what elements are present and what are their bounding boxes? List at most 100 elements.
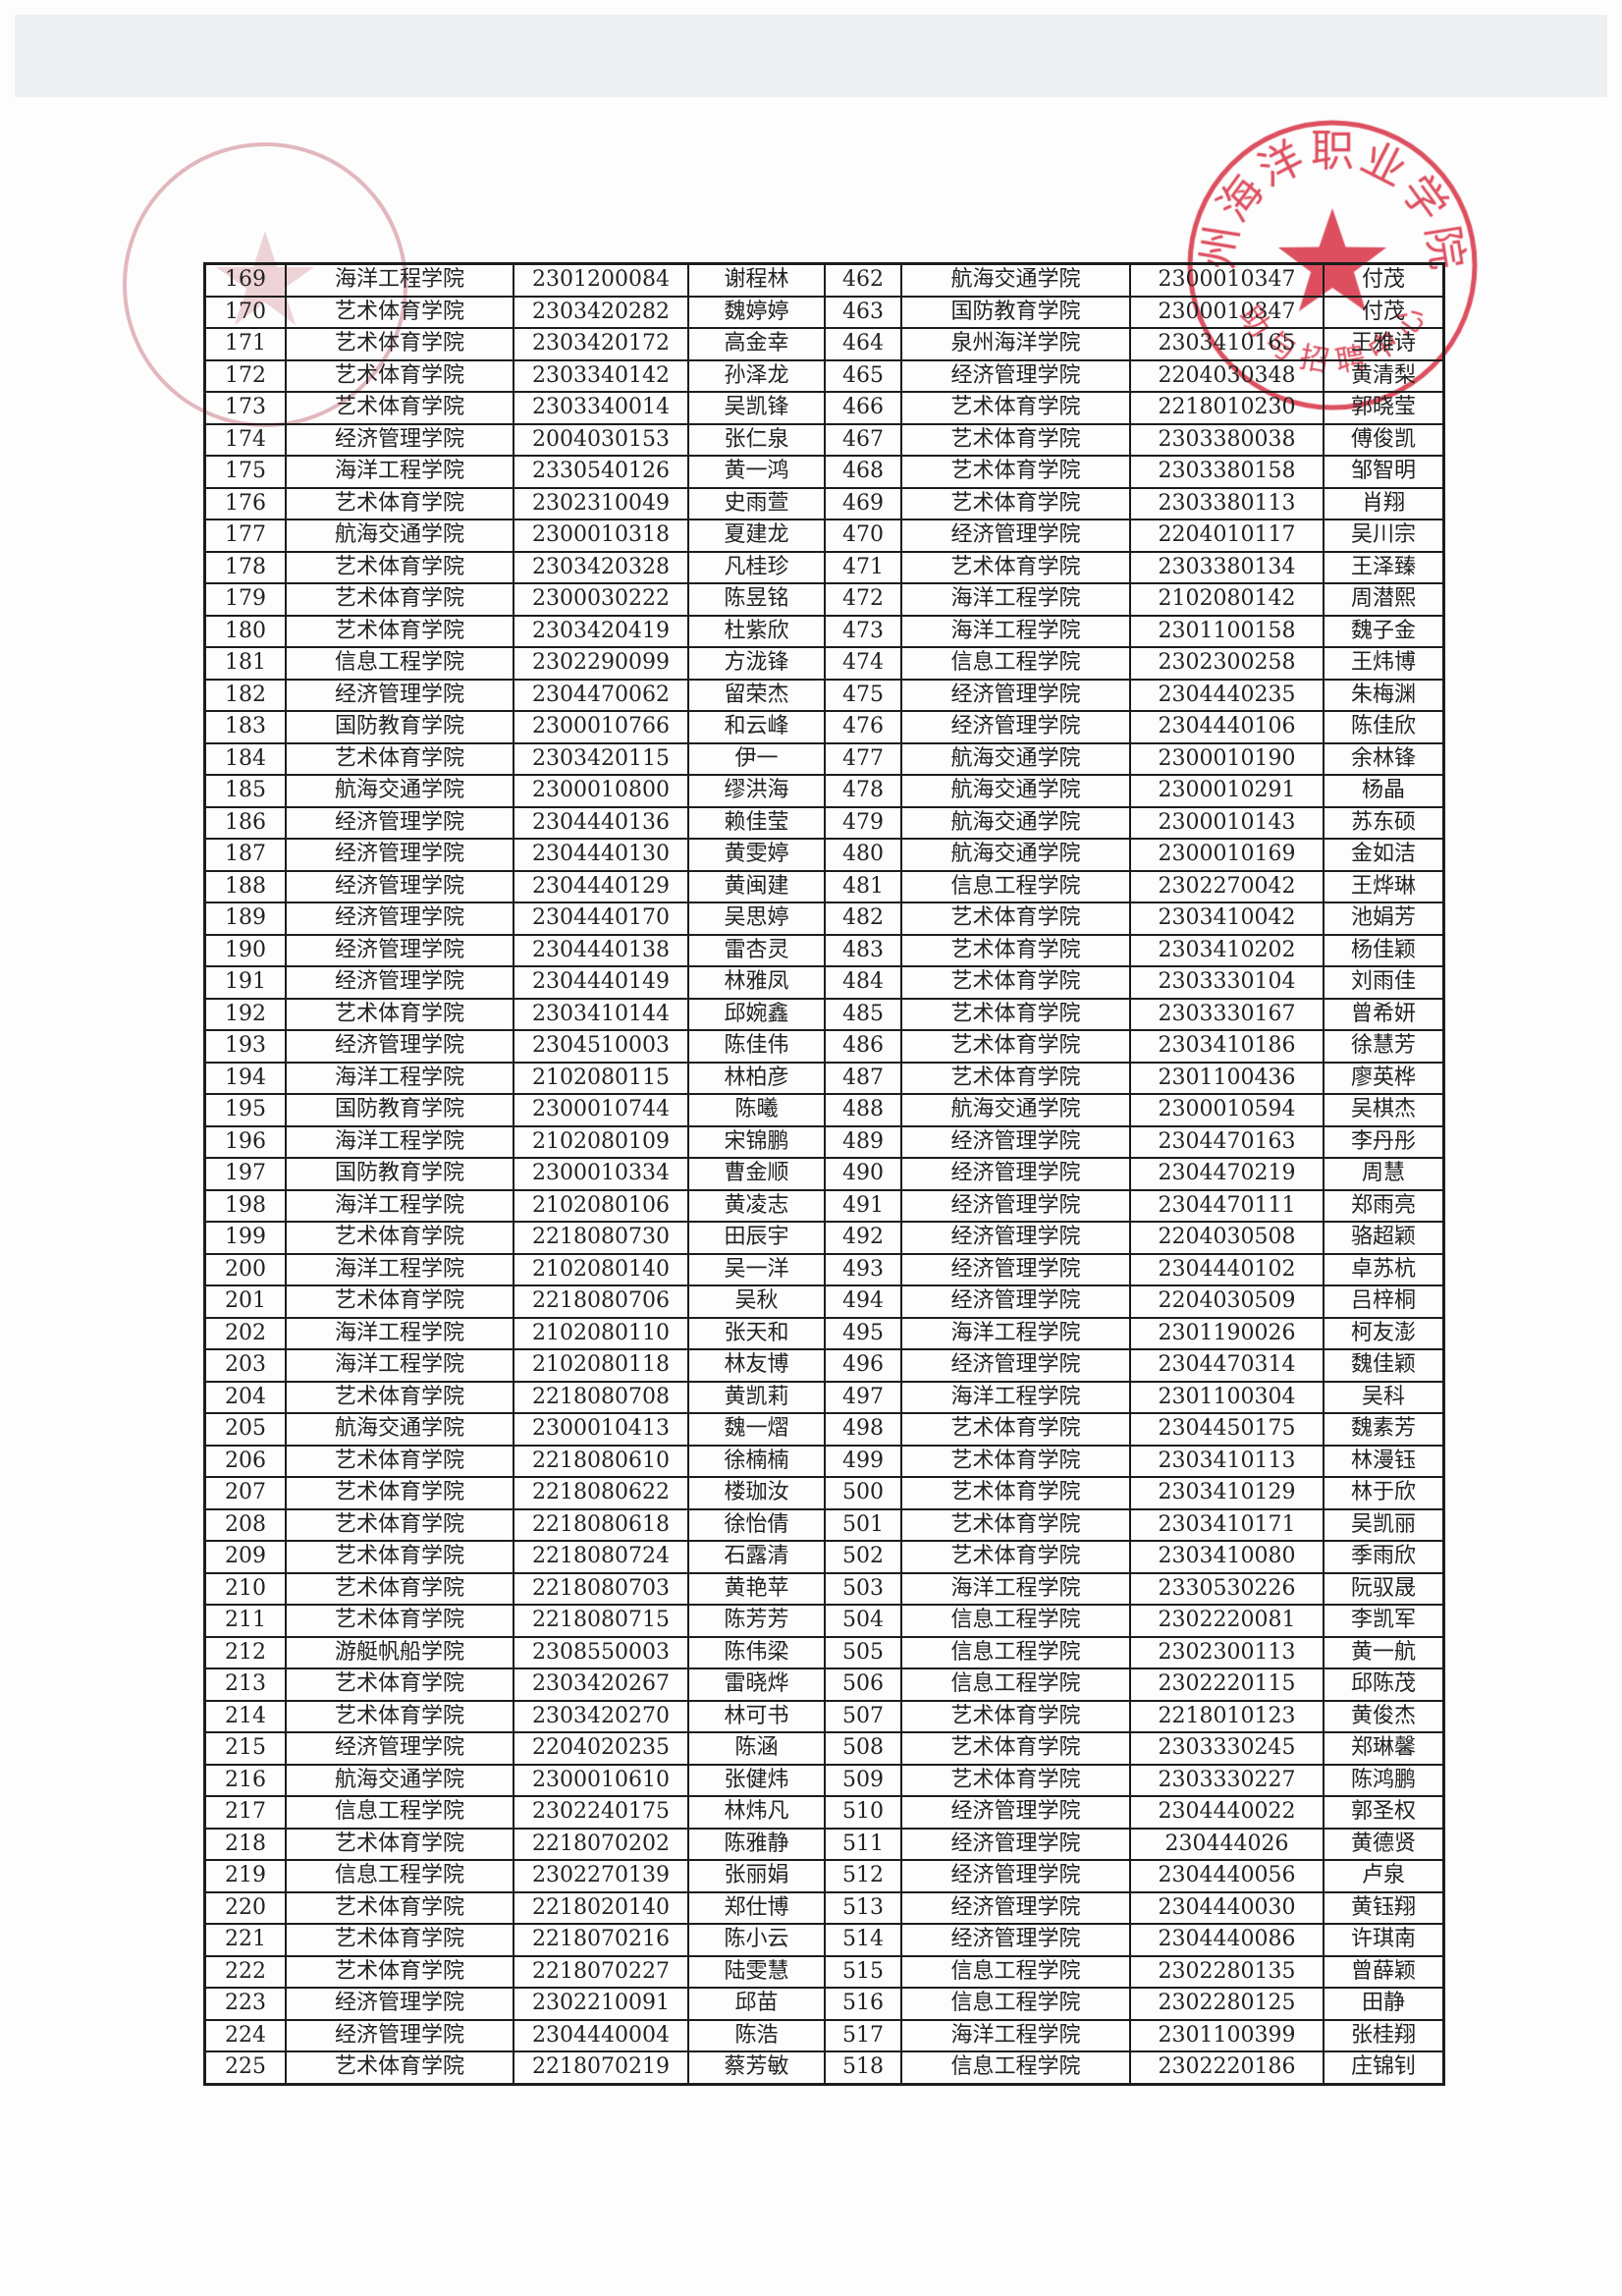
- table-row: 199 艺术体育学院 2218080730 田辰宇 492 经济管理学院 220403050…: [203, 1221, 1445, 1255]
- college-cell: 经济管理学院: [900, 519, 1131, 553]
- college-cell: 航海交通学院: [900, 805, 1131, 840]
- row-number-cell: 469: [824, 486, 902, 520]
- college-cell: 艺术体育学院: [285, 1507, 514, 1542]
- student-id-cell: 2301200084: [513, 262, 689, 298]
- student-id-cell: 2330530226: [1129, 1571, 1325, 1606]
- student-id-cell: 2303420419: [513, 614, 689, 648]
- row-number-cell: 173: [203, 391, 287, 425]
- student-name-cell: 凡桂珍: [687, 550, 826, 584]
- student-id-cell: 2304440030: [1129, 1890, 1325, 1925]
- table-row: 188 经济管理学院 2304440129 黄闽建 481 信息工程学院 230227004…: [203, 869, 1445, 903]
- student-name-cell: 卢泉: [1323, 1859, 1445, 1893]
- row-number-cell: 203: [203, 1348, 287, 1383]
- student-name-cell: 柯友澎: [1323, 1316, 1445, 1350]
- table-row: 218 艺术体育学院 2218070202 陈雅静 511 经济管理学院 230444026…: [203, 1827, 1445, 1861]
- row-number-cell: 517: [824, 2018, 902, 2052]
- student-id-cell: 2218080724: [513, 1540, 689, 1574]
- student-name-cell: 周慧: [1323, 1157, 1445, 1191]
- row-number-cell: 186: [203, 805, 287, 840]
- student-id-cell: 2303330227: [1129, 1763, 1325, 1797]
- row-number-cell: 213: [203, 1667, 287, 1702]
- row-number-cell: 178: [203, 550, 287, 584]
- college-cell: 经济管理学院: [900, 1252, 1131, 1286]
- table-row: 185 航海交通学院 2300010800 缪洪海 478 航海交通学院 230001029…: [203, 774, 1445, 808]
- college-cell: 经济管理学院: [285, 2018, 514, 2052]
- row-number-cell: 223: [203, 1987, 287, 2021]
- student-id-cell: 2302240175: [513, 1795, 689, 1830]
- college-cell: 艺术体育学院: [285, 1699, 514, 1733]
- college-cell: 经济管理学院: [900, 1188, 1131, 1223]
- table-row: 192 艺术体育学院 2303410144 邱婉鑫 485 艺术体育学院 230333016…: [203, 997, 1445, 1031]
- student-name-cell: 杨晶: [1323, 774, 1445, 808]
- row-number-cell: 183: [203, 710, 287, 744]
- row-number-cell: 484: [824, 965, 902, 1000]
- student-id-cell: 2304440138: [513, 933, 689, 967]
- student-id-cell: 2302300113: [1129, 1635, 1325, 1669]
- student-id-cell: 2218080622: [513, 1476, 689, 1510]
- college-cell: 艺术体育学院: [900, 486, 1131, 520]
- student-id-cell: 2303340014: [513, 391, 689, 425]
- table-row: 169 海洋工程学院 2301200084 谢程林 462 航海交通学院 230001034…: [203, 262, 1445, 298]
- student-id-cell: 2303380113: [1129, 486, 1325, 520]
- row-number-cell: 199: [203, 1221, 287, 1255]
- college-cell: 艺术体育学院: [900, 1763, 1131, 1797]
- college-cell: 信息工程学院: [900, 2050, 1131, 2085]
- college-cell: 艺术体育学院: [285, 1667, 514, 1702]
- row-number-cell: 208: [203, 1507, 287, 1542]
- row-number-cell: 477: [824, 741, 902, 776]
- student-name-cell: 谢程林: [687, 262, 826, 298]
- student-id-cell: 2300010190: [1129, 741, 1325, 776]
- student-id-cell: 2304470163: [1129, 1124, 1325, 1159]
- college-cell: 艺术体育学院: [900, 1029, 1131, 1064]
- student-id-cell: 2303410113: [1129, 1444, 1325, 1478]
- student-name-cell: 林柏彦: [687, 1061, 826, 1095]
- college-cell: 经济管理学院: [285, 933, 514, 967]
- student-id-cell: 2302280135: [1129, 1954, 1325, 1989]
- row-number-cell: 479: [824, 805, 902, 840]
- row-number-cell: 489: [824, 1124, 902, 1159]
- student-id-cell: 2304440235: [1129, 678, 1325, 712]
- student-name-cell: 黄凯莉: [687, 1380, 826, 1414]
- row-number-cell: 496: [824, 1348, 902, 1383]
- college-cell: 海洋工程学院: [285, 1188, 514, 1223]
- student-name-cell: 林友博: [687, 1348, 826, 1383]
- student-id-cell: 2218070219: [513, 2050, 689, 2085]
- college-cell: 艺术体育学院: [900, 1540, 1131, 1574]
- student-id-cell: 2302310049: [513, 486, 689, 520]
- college-cell: 艺术体育学院: [900, 391, 1131, 425]
- college-cell: 航海交通学院: [285, 1412, 514, 1447]
- student-name-cell: 张丽娟: [687, 1859, 826, 1893]
- student-name-cell: 赖佳莹: [687, 805, 826, 840]
- table-row: 209 艺术体育学院 2218080724 石露清 502 艺术体育学院 230341008…: [203, 1540, 1445, 1574]
- college-cell: 经济管理学院: [900, 358, 1131, 393]
- college-cell: 海洋工程学院: [285, 1348, 514, 1383]
- student-name-cell: 陆雯慧: [687, 1954, 826, 1989]
- row-number-cell: 500: [824, 1476, 902, 1510]
- row-number-cell: 518: [824, 2050, 902, 2085]
- student-id-cell: 2218080706: [513, 1285, 689, 1319]
- row-number-cell: 177: [203, 519, 287, 553]
- college-cell: 艺术体育学院: [285, 1221, 514, 1255]
- student-name-cell: 骆超颖: [1323, 1221, 1445, 1255]
- row-number-cell: 466: [824, 391, 902, 425]
- student-name-cell: 魏佳颖: [1323, 1348, 1445, 1383]
- table-row: 203 海洋工程学院 2102080118 林友博 496 经济管理学院 230447031…: [203, 1348, 1445, 1383]
- row-number-cell: 187: [203, 838, 287, 872]
- student-name-cell: 陈曦: [687, 1093, 826, 1127]
- student-id-cell: 2303380038: [1129, 422, 1325, 457]
- row-number-cell: 516: [824, 1987, 902, 2021]
- college-cell: 航海交通学院: [285, 774, 514, 808]
- student-name-cell: 宋锦鹏: [687, 1124, 826, 1159]
- student-name-cell: 陈鸿鹏: [1323, 1763, 1445, 1797]
- college-cell: 经济管理学院: [900, 1285, 1131, 1319]
- student-name-cell: 石露清: [687, 1540, 826, 1574]
- college-cell: 艺术体育学院: [900, 455, 1131, 489]
- row-number-cell: 476: [824, 710, 902, 744]
- student-name-cell: 廖英桦: [1323, 1061, 1445, 1095]
- student-id-cell: 2303410080: [1129, 1540, 1325, 1574]
- student-id-cell: 2300010334: [513, 1157, 689, 1191]
- student-name-cell: 郭晓莹: [1323, 391, 1445, 425]
- college-cell: 经济管理学院: [285, 902, 514, 936]
- student-name-cell: 张桂翔: [1323, 2018, 1445, 2052]
- student-id-cell: 2300010413: [513, 1412, 689, 1447]
